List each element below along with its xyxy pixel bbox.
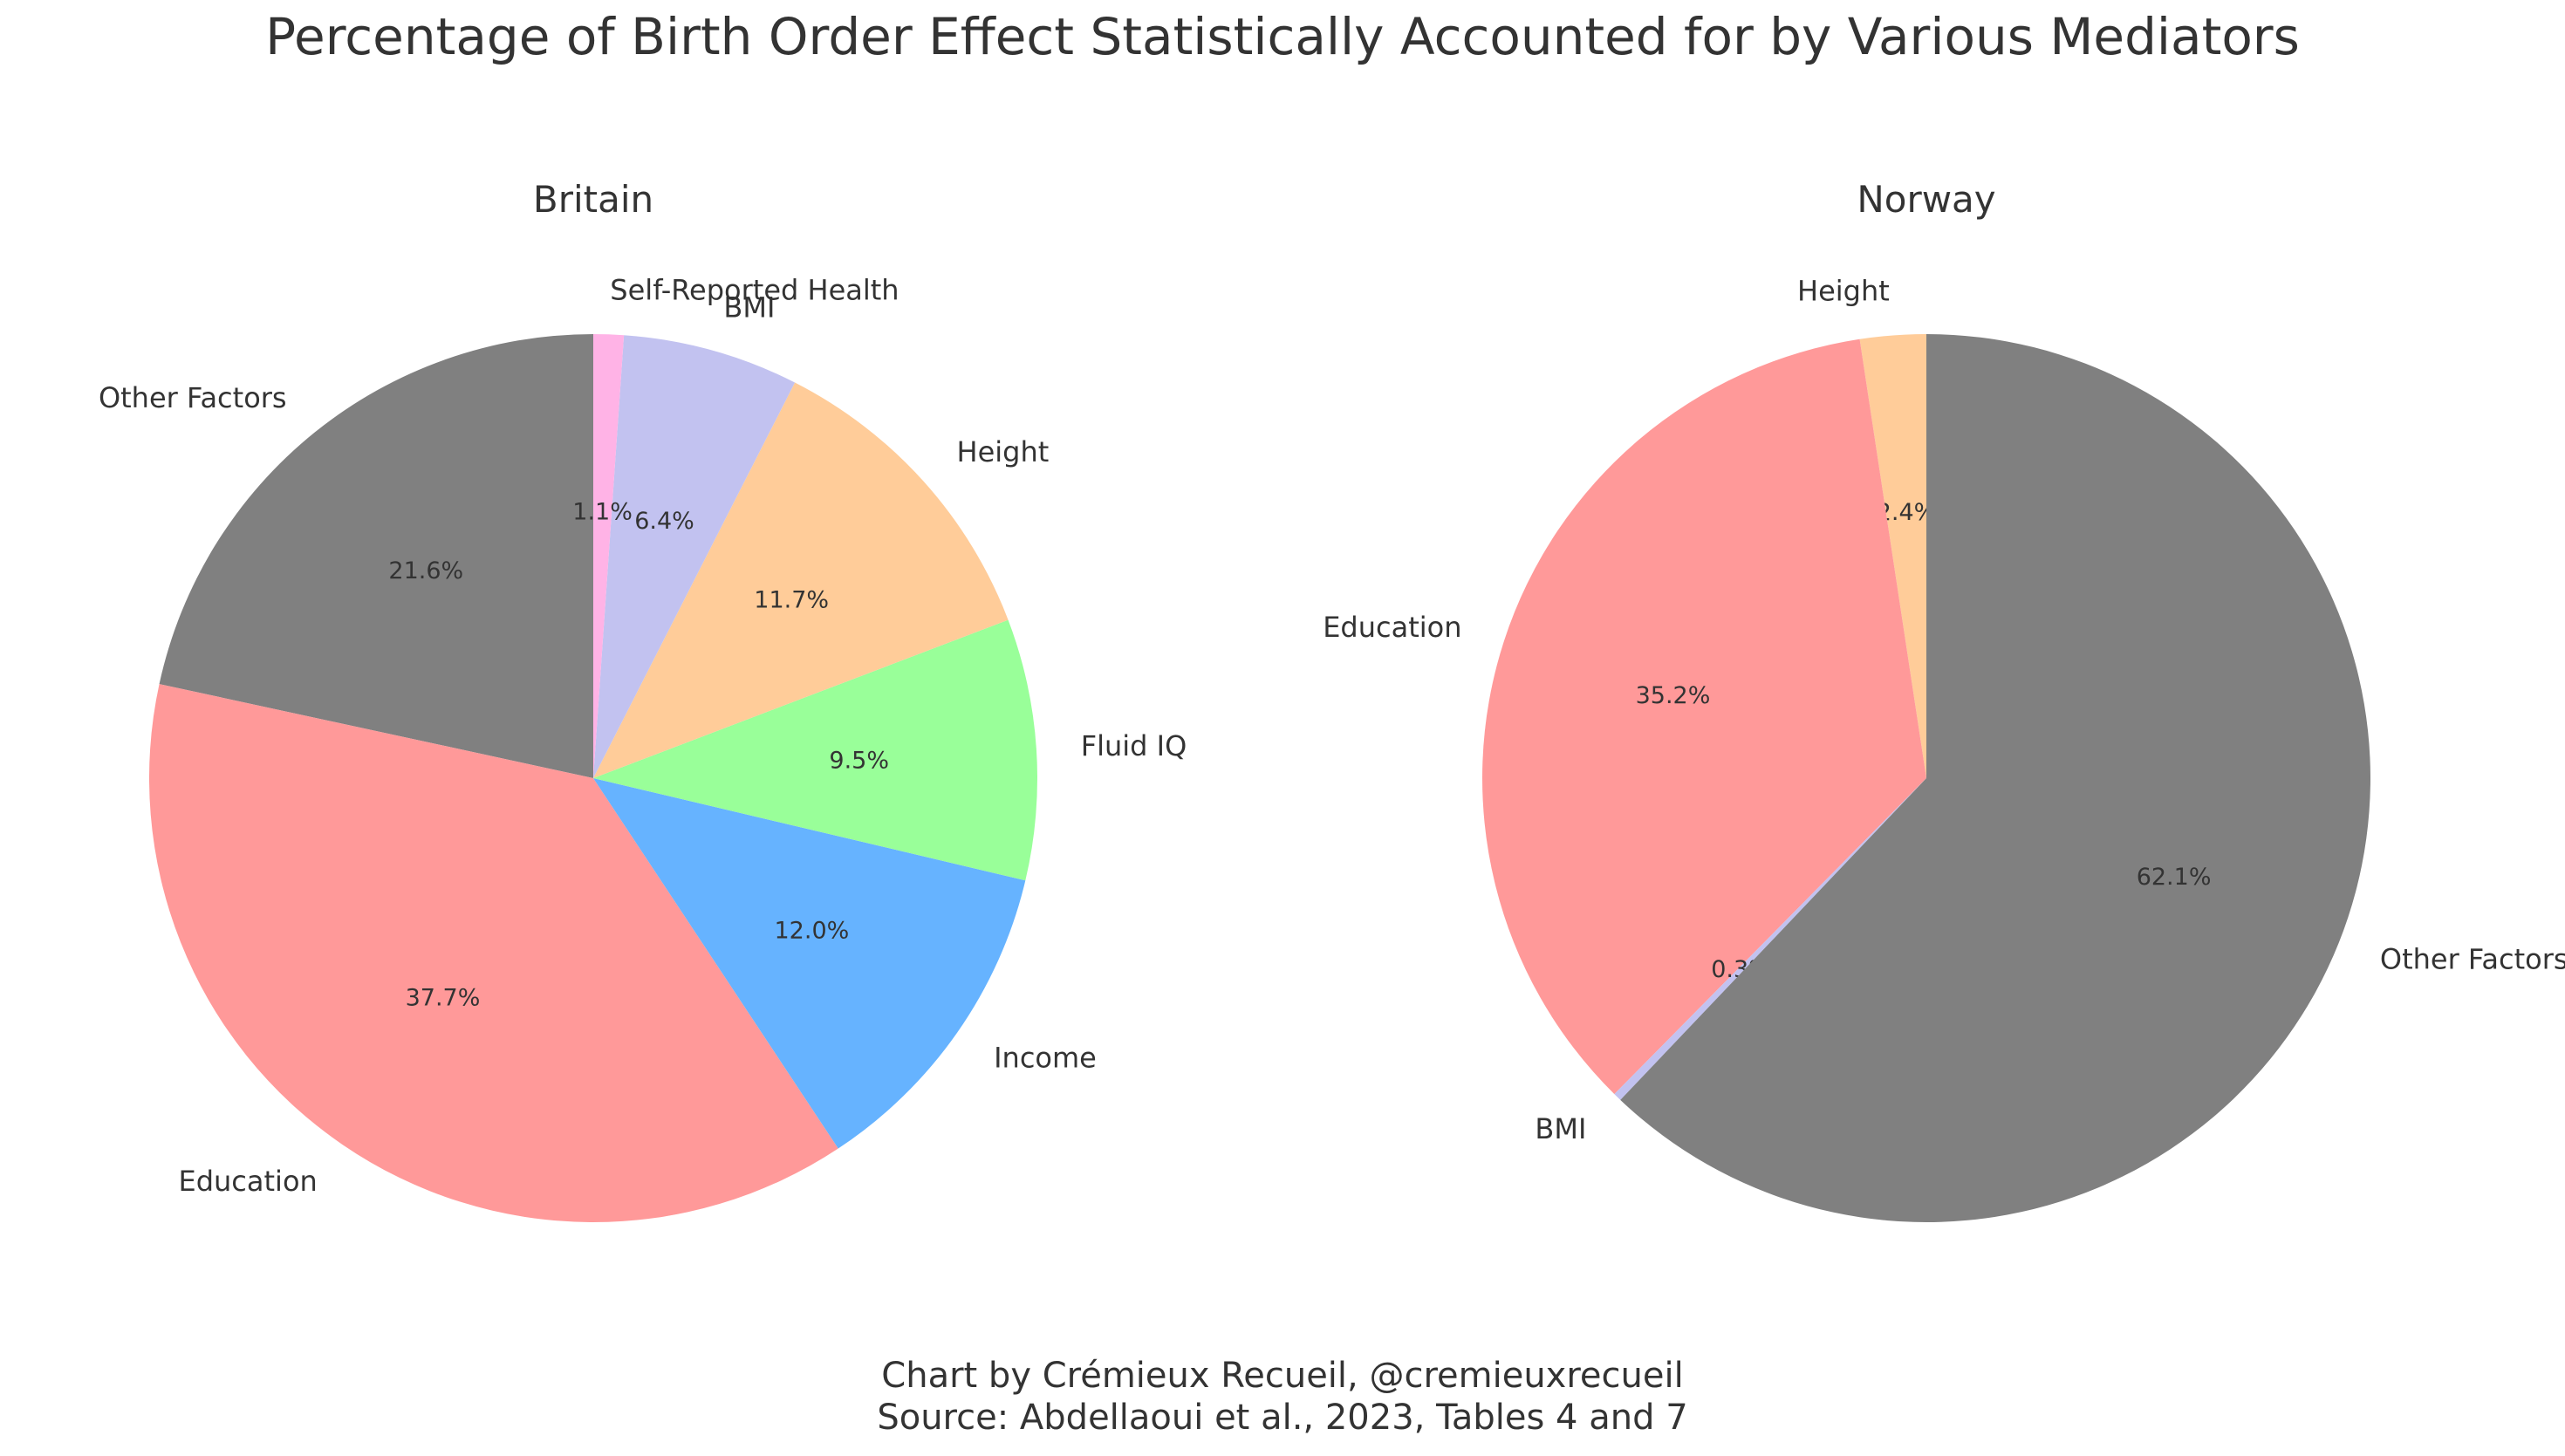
pct-label-britain-height: 11.7% (754, 586, 829, 613)
pie-slice-britain-self-reported-health (593, 334, 625, 778)
pct-label-britain-self-reported-health: 1.1% (572, 498, 633, 525)
pie-slice-britain-bmi (593, 335, 796, 778)
pie-slice-britain-education (148, 684, 838, 1223)
pct-label-britain-bmi: 6.4% (634, 508, 694, 535)
pie-slice-britain-height (593, 382, 1009, 778)
pie-slice-britain-income (593, 778, 1026, 1149)
pie-slice-norway-other-factors (1620, 334, 2370, 1223)
pct-label-britain-fluid-iq: 9.5% (829, 747, 889, 774)
slice-label-britain-bmi: BMI (723, 291, 775, 324)
slice-label-norway-other-factors: Other Factors (2380, 943, 2565, 976)
pie-slice-norway-education (1482, 338, 1926, 1095)
pie-slice-norway-height (1859, 334, 1926, 778)
slice-label-britain-income: Income (994, 1042, 1097, 1075)
pct-label-norway-education: 35.2% (1636, 682, 1711, 709)
slice-label-britain-height: Height (957, 435, 1050, 468)
footer-credit: Chart by Crémieux Recueil, @cremieuxrecu… (881, 1356, 1683, 1396)
slice-label-norway-height: Height (1797, 275, 1890, 308)
slice-label-britain-self-reported-health: Self-Reported Health (610, 273, 899, 306)
pct-label-britain-other-factors: 21.6% (388, 557, 463, 584)
slice-label-norway-bmi: BMI (1535, 1112, 1586, 1145)
pie-title-britain: Britain (533, 178, 653, 221)
chart-title: Percentage of Birth Order Effect Statist… (265, 7, 2300, 66)
slice-label-britain-other-factors: Other Factors (99, 381, 287, 414)
pie-britain: Britain Other Factors 21.6% Education 37.7% I… (99, 178, 1187, 1223)
pct-label-norway-other-factors: 62.1% (2137, 864, 2212, 891)
pie-title-norway: Norway (1857, 178, 1995, 221)
slice-label-norway-education: Education (1323, 611, 1461, 644)
pie-slice-norway-bmi (1614, 778, 1926, 1100)
pct-label-britain-education: 37.7% (406, 985, 481, 1012)
slice-label-britain-fluid-iq: Fluid IQ (1081, 729, 1187, 762)
pie-slice-britain-fluid-iq (593, 619, 1038, 881)
pct-label-britain-income: 12.0% (775, 917, 850, 944)
pie-slice-britain-other-factors (159, 333, 593, 778)
slice-label-britain-education: Education (178, 1165, 317, 1198)
footer-source: Source: Abdellaoui et al., 2023, Tables … (877, 1398, 1687, 1438)
